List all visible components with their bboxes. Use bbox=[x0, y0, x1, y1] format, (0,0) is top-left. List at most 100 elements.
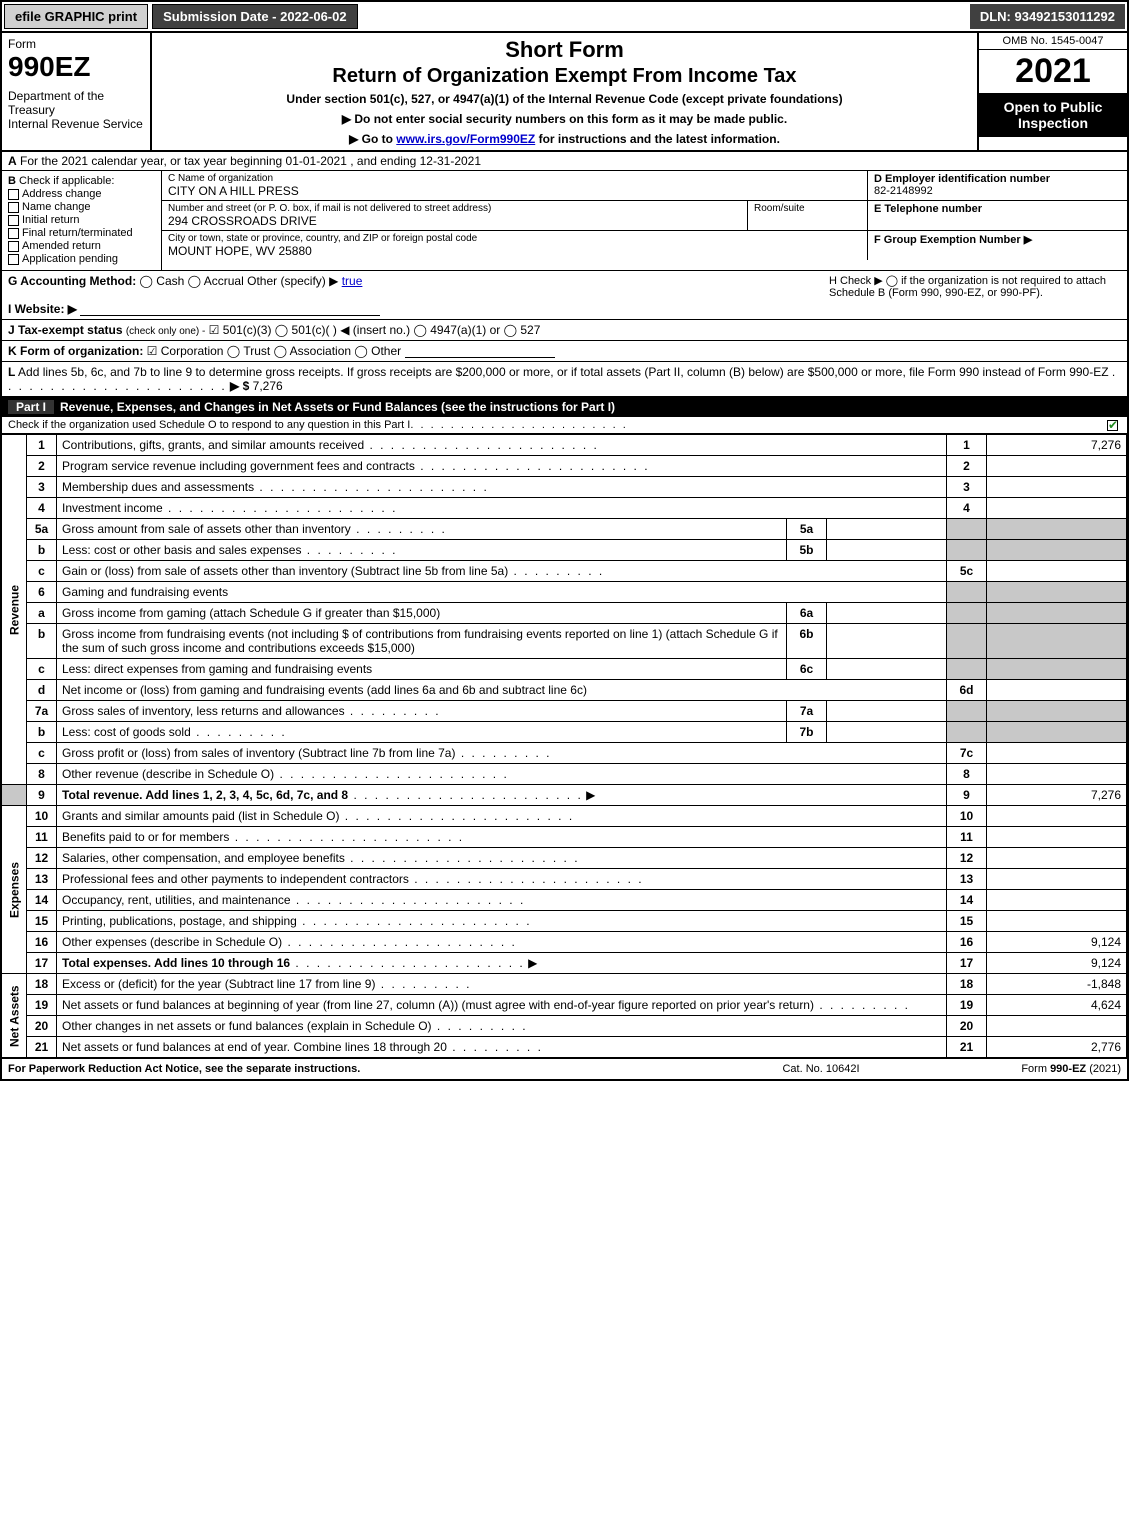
line-j-label: J Tax-exempt status bbox=[8, 323, 123, 337]
side-netassets: Net Assets bbox=[2, 974, 27, 1058]
ein-value: 82-2148992 bbox=[874, 185, 933, 197]
l16-desc: Other expenses (describe in Schedule O) bbox=[62, 935, 282, 949]
part-1-title: Revenue, Expenses, and Changes in Net As… bbox=[54, 400, 1121, 414]
address-label: Number and street (or P. O. box, if mail… bbox=[168, 203, 741, 214]
l1-desc: Contributions, gifts, grants, and simila… bbox=[62, 438, 364, 452]
l11-desc: Benefits paid to or for members bbox=[62, 830, 229, 844]
l4-desc: Investment income bbox=[62, 501, 163, 515]
line-l-value: 7,276 bbox=[253, 379, 283, 393]
row-7c: c Gross profit or (loss) from sales of i… bbox=[2, 743, 1127, 764]
ein-cell: D Employer identification number 82-2148… bbox=[867, 171, 1127, 201]
section-c-wrapper: C Name of organization CITY ON A HILL PR… bbox=[162, 171, 1127, 270]
header-center: Short Form Return of Organization Exempt… bbox=[152, 33, 977, 150]
l1-value: 7,276 bbox=[987, 435, 1127, 456]
section-b-label: B bbox=[8, 175, 16, 187]
l5c-value bbox=[987, 561, 1127, 582]
chk-address-change[interactable]: Address change bbox=[8, 188, 155, 200]
l7b-desc: Less: cost of goods sold bbox=[62, 725, 191, 739]
l5b-desc: Less: cost or other basis and sales expe… bbox=[62, 543, 301, 557]
row-19: 19 Net assets or fund balances at beginn… bbox=[2, 995, 1127, 1016]
page-footer: For Paperwork Reduction Act Notice, see … bbox=[2, 1058, 1127, 1079]
l15-desc: Printing, publications, postage, and shi… bbox=[62, 914, 297, 928]
room-label: Room/suite bbox=[754, 203, 805, 214]
l21-value: 2,776 bbox=[987, 1037, 1127, 1058]
l3-desc: Membership dues and assessments bbox=[62, 480, 254, 494]
row-6d: d Net income or (loss) from gaming and f… bbox=[2, 680, 1127, 701]
l6a-value bbox=[827, 603, 947, 624]
ein-label: D Employer identification number bbox=[874, 173, 1050, 185]
form-number: 990EZ bbox=[8, 51, 144, 83]
line-j-sub: (check only one) - bbox=[126, 326, 205, 337]
form-header: Form 990EZ Department of the Treasury In… bbox=[2, 33, 1127, 152]
row-6a: a Gross income from gaming (attach Sched… bbox=[2, 603, 1127, 624]
l19-value: 4,624 bbox=[987, 995, 1127, 1016]
row-5c: c Gain or (loss) from sale of assets oth… bbox=[2, 561, 1127, 582]
line-g-opts: ◯ Cash ◯ Accrual Other (specify) ▶ bbox=[140, 274, 339, 288]
part-1-schedule-o-checkbox[interactable] bbox=[1107, 419, 1121, 431]
row-1: Revenue 1 Contributions, gifts, grants, … bbox=[2, 435, 1127, 456]
row-5b: b Less: cost or other basis and sales ex… bbox=[2, 540, 1127, 561]
chk-amended-return[interactable]: Amended return bbox=[8, 240, 155, 252]
row-6: 6 Gaming and fundraising events bbox=[2, 582, 1127, 603]
line-k-blank bbox=[405, 346, 555, 358]
row-6b: b Gross income from fundraising events (… bbox=[2, 624, 1127, 659]
l7a-value bbox=[827, 701, 947, 722]
form-note-2: ▶ Go to www.irs.gov/Form990EZ for instru… bbox=[158, 132, 971, 146]
row-5a: 5a Gross amount from sale of assets othe… bbox=[2, 519, 1127, 540]
l14-value bbox=[987, 890, 1127, 911]
row-9: 9 Total revenue. Add lines 1, 2, 3, 4, 5… bbox=[2, 785, 1127, 806]
group-exemption-cell: F Group Exemption Number ▶ bbox=[867, 231, 1127, 260]
header-right: OMB No. 1545-0047 2021 Open to Public In… bbox=[977, 33, 1127, 150]
org-name-cell: C Name of organization CITY ON A HILL PR… bbox=[162, 171, 867, 201]
chk-application-pending[interactable]: Application pending bbox=[8, 253, 155, 265]
chk-final-return[interactable]: Final return/terminated bbox=[8, 227, 155, 239]
org-name-value: CITY ON A HILL PRESS bbox=[168, 184, 861, 198]
row-21: 21 Net assets or fund balances at end of… bbox=[2, 1037, 1127, 1058]
l7c-value bbox=[987, 743, 1127, 764]
footer-mid: Cat. No. 10642I bbox=[721, 1063, 921, 1075]
l18-value: -1,848 bbox=[987, 974, 1127, 995]
l9-desc: Total revenue. Add lines 1, 2, 3, 4, 5c,… bbox=[62, 788, 348, 802]
line-j: J Tax-exempt status (check only one) - ☑… bbox=[2, 320, 1127, 341]
row-15: 15 Printing, publications, postage, and … bbox=[2, 911, 1127, 932]
irs-link[interactable]: www.irs.gov/Form990EZ bbox=[396, 132, 535, 146]
line-i-label: I Website: ▶ bbox=[8, 302, 77, 316]
l6c-desc: Less: direct expenses from gaming and fu… bbox=[62, 662, 372, 676]
section-b-heading: Check if applicable: bbox=[19, 175, 114, 187]
top-bar: efile GRAPHIC print Submission Date - 20… bbox=[2, 2, 1127, 33]
row-10: Expenses 10 Grants and similar amounts p… bbox=[2, 806, 1127, 827]
l7a-desc: Gross sales of inventory, less returns a… bbox=[62, 704, 345, 718]
line-g-h: G Accounting Method: ◯ Cash ◯ Accrual Ot… bbox=[2, 271, 1127, 320]
line-l-arrow: ▶ $ bbox=[230, 379, 249, 393]
open-to-public-label: Open to Public Inspection bbox=[979, 93, 1127, 137]
line-h-text: H Check ▶ ◯ if the organization is not r… bbox=[829, 275, 1106, 299]
l13-desc: Professional fees and other payments to … bbox=[62, 872, 409, 886]
part-1-sub: Check if the organization used Schedule … bbox=[2, 417, 1127, 434]
l5a-value bbox=[827, 519, 947, 540]
l2-desc: Program service revenue including govern… bbox=[62, 459, 415, 473]
l17-desc: Total expenses. Add lines 10 through 16 bbox=[62, 956, 290, 970]
row-7a: 7a Gross sales of inventory, less return… bbox=[2, 701, 1127, 722]
row-11: 11 Benefits paid to or for members 11 bbox=[2, 827, 1127, 848]
l6-desc: Gaming and fundraising events bbox=[62, 585, 228, 599]
l17-value: 9,124 bbox=[987, 953, 1127, 974]
group-exemption-label: F Group Exemption Number ▶ bbox=[874, 234, 1032, 246]
chk-name-change[interactable]: Name change bbox=[8, 201, 155, 213]
l15-value bbox=[987, 911, 1127, 932]
efile-print-button[interactable]: efile GRAPHIC print bbox=[4, 4, 148, 29]
dln-label: DLN: 93492153011292 bbox=[970, 4, 1125, 29]
row-16: 16 Other expenses (describe in Schedule … bbox=[2, 932, 1127, 953]
line-h: H Check ▶ ◯ if the organization is not r… bbox=[821, 274, 1121, 316]
l4-value bbox=[987, 498, 1127, 519]
telephone-cell: E Telephone number bbox=[867, 201, 1127, 231]
omb-number: OMB No. 1545-0047 bbox=[979, 33, 1127, 50]
l2-value bbox=[987, 456, 1127, 477]
l8-value bbox=[987, 764, 1127, 785]
line-k: K Form of organization: ☑ Corporation ◯ … bbox=[2, 341, 1127, 362]
city-label: City or town, state or province, country… bbox=[168, 233, 861, 244]
line-g: G Accounting Method: ◯ Cash ◯ Accrual Ot… bbox=[8, 274, 821, 316]
chk-initial-return[interactable]: Initial return bbox=[8, 214, 155, 226]
row-20: 20 Other changes in net assets or fund b… bbox=[2, 1016, 1127, 1037]
org-name-label: C Name of organization bbox=[168, 173, 861, 184]
l12-value bbox=[987, 848, 1127, 869]
